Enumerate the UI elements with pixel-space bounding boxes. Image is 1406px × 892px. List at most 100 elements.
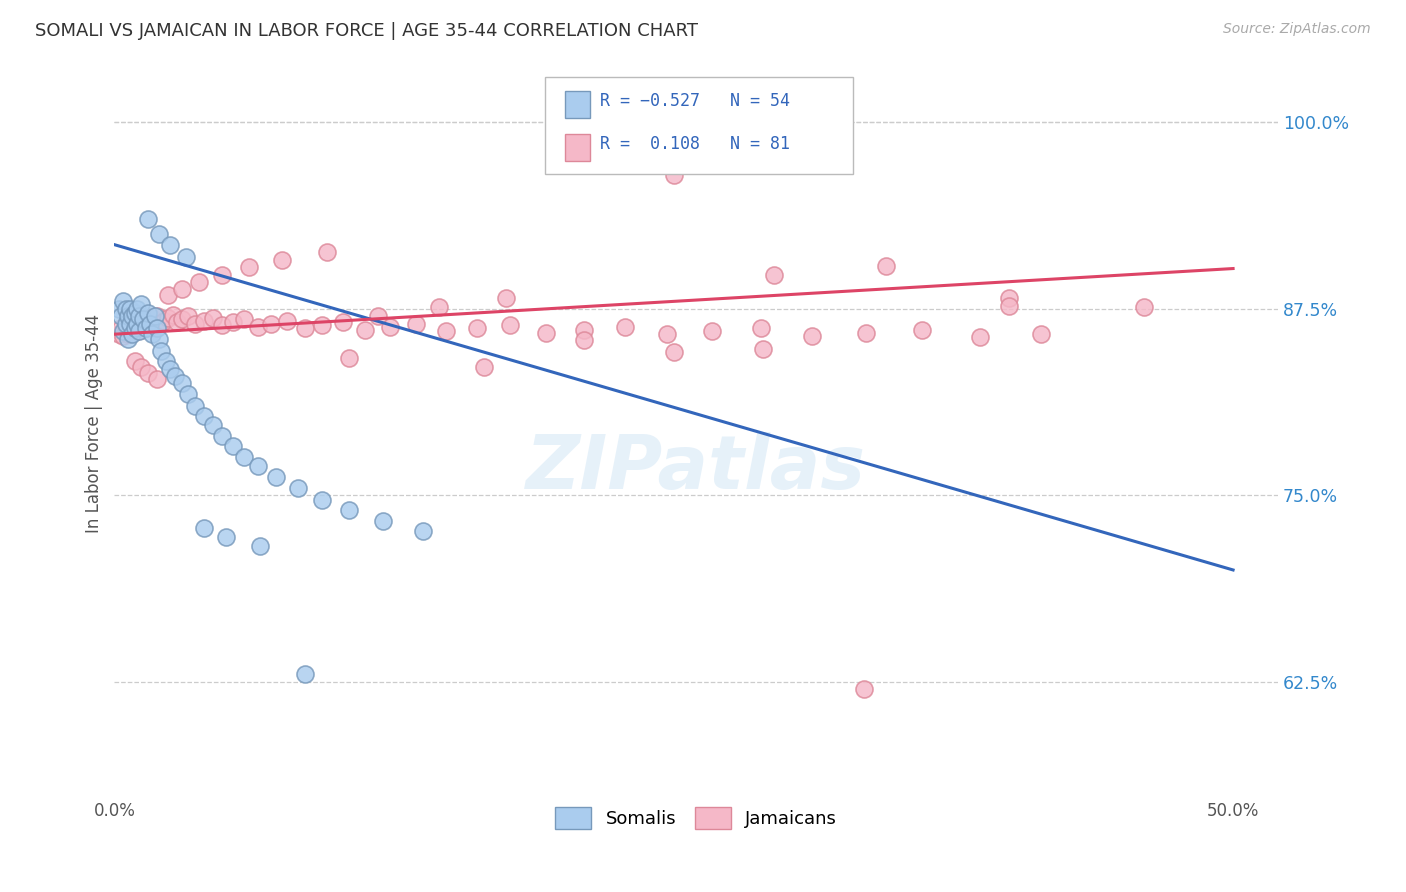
Point	[166, 315, 188, 329]
Point	[613, 319, 636, 334]
Point	[1132, 301, 1154, 315]
Point	[700, 324, 723, 338]
Point	[287, 481, 309, 495]
Point	[108, 327, 131, 342]
Point	[801, 328, 824, 343]
Point	[371, 514, 394, 528]
Point	[136, 306, 159, 320]
Point	[125, 317, 148, 331]
Point	[177, 310, 200, 324]
Point	[121, 310, 143, 324]
Point	[124, 321, 146, 335]
Text: ZIPatlas: ZIPatlas	[526, 432, 866, 505]
Point	[141, 310, 163, 325]
Point	[143, 318, 166, 333]
Point	[148, 332, 170, 346]
Point	[112, 328, 135, 343]
Point	[184, 317, 207, 331]
Point	[574, 323, 596, 337]
Point	[1029, 327, 1052, 342]
Point	[763, 268, 786, 282]
Text: R =  0.108   N = 81: R = 0.108 N = 81	[599, 135, 790, 153]
Point	[655, 327, 678, 342]
Point	[233, 312, 256, 326]
Point	[177, 387, 200, 401]
Text: SOMALI VS JAMAICAN IN LABOR FORCE | AGE 35-44 CORRELATION CHART: SOMALI VS JAMAICAN IN LABOR FORCE | AGE …	[35, 22, 699, 40]
Point	[222, 439, 245, 453]
Point	[125, 324, 148, 338]
Point	[159, 361, 181, 376]
Point	[146, 372, 169, 386]
Point	[574, 333, 596, 347]
Point	[157, 310, 180, 325]
Point	[163, 369, 186, 384]
Point	[139, 317, 162, 331]
Point	[294, 667, 316, 681]
Point	[114, 301, 136, 316]
Point	[120, 317, 142, 331]
Point	[534, 326, 557, 340]
Point	[135, 321, 157, 335]
Point	[969, 330, 991, 344]
Point	[120, 301, 142, 316]
Point	[112, 294, 135, 309]
Point	[150, 343, 173, 358]
Point	[125, 301, 148, 316]
Point	[114, 319, 136, 334]
Point	[110, 310, 132, 324]
Point	[124, 354, 146, 368]
Point	[114, 317, 136, 331]
Point	[264, 470, 287, 484]
Point	[193, 409, 215, 424]
Point	[155, 354, 177, 368]
Point	[405, 317, 427, 331]
Point	[159, 237, 181, 252]
Point	[222, 315, 245, 329]
Point	[170, 376, 193, 391]
Point	[120, 318, 142, 333]
Point	[311, 492, 333, 507]
FancyBboxPatch shape	[565, 91, 591, 118]
Point	[184, 399, 207, 413]
Point	[129, 323, 152, 337]
Point	[193, 314, 215, 328]
Point	[499, 318, 522, 333]
Point	[472, 359, 495, 374]
Point	[124, 306, 146, 320]
Point	[215, 530, 238, 544]
Point	[143, 310, 166, 324]
Point	[174, 250, 197, 264]
Point	[367, 310, 389, 324]
Point	[294, 321, 316, 335]
Point	[752, 342, 775, 356]
Point	[332, 315, 354, 329]
Point	[148, 227, 170, 242]
Point	[246, 319, 269, 334]
Point	[311, 318, 333, 333]
Point	[852, 682, 875, 697]
Point	[170, 312, 193, 326]
Point	[316, 245, 339, 260]
Point	[412, 524, 434, 538]
Point	[211, 428, 233, 442]
Point	[136, 212, 159, 227]
Point	[128, 315, 150, 329]
Point	[434, 324, 457, 338]
Point	[132, 314, 155, 328]
Point	[276, 314, 298, 328]
Point	[132, 312, 155, 326]
FancyBboxPatch shape	[565, 134, 591, 161]
Point	[260, 317, 283, 331]
Legend: Somalis, Jamaicans: Somalis, Jamaicans	[548, 800, 844, 837]
Point	[162, 308, 184, 322]
Point	[337, 503, 360, 517]
Point	[146, 321, 169, 335]
Point	[110, 321, 132, 335]
Point	[238, 260, 260, 274]
Point	[911, 323, 934, 337]
Point	[141, 327, 163, 342]
Point	[271, 252, 294, 267]
Point	[998, 292, 1021, 306]
Text: Source: ZipAtlas.com: Source: ZipAtlas.com	[1223, 22, 1371, 37]
Point	[135, 321, 157, 335]
